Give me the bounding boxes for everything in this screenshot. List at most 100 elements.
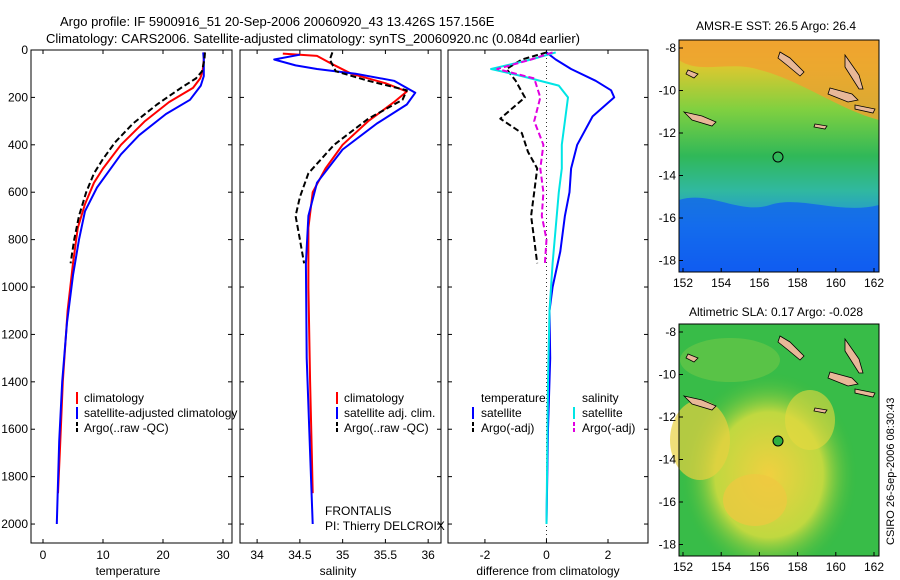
- legend-label: climatology: [84, 391, 144, 405]
- map-x-tick-label: 156: [749, 560, 769, 574]
- y-tick-label: 1000: [1, 280, 28, 294]
- y-tick-label: 2000: [1, 517, 28, 531]
- difference-series-temperature-argo-adj-: [499, 51, 547, 264]
- sst-map: [678, 39, 880, 273]
- sst-warm-blob: [679, 40, 879, 120]
- footer-credit: CSIRO 26-Sep-2006 08:30:43: [885, 398, 897, 545]
- map-y-tick-label: -14: [659, 453, 677, 467]
- x-tick-label: 35: [336, 548, 350, 562]
- map-x-tick-label: 158: [788, 276, 808, 290]
- x-tick-label: -2: [480, 548, 491, 562]
- map-x-tick-label: 160: [826, 560, 846, 574]
- legend-header-salinity: salinity: [582, 391, 619, 405]
- sla-map-frame: [678, 323, 880, 557]
- sst-island-west: [682, 111, 717, 127]
- map-y-tick-label: -12: [659, 410, 677, 424]
- sla-island-guadalcanal: [827, 371, 859, 387]
- salinity-series-satellite-adj-clim-: [273, 53, 417, 525]
- legend-label: satellite adj. clim.: [344, 406, 435, 420]
- difference-xlabel: difference from climatology: [476, 564, 619, 578]
- x-tick-label: 34.5: [288, 548, 312, 562]
- sst-cool-patch: [679, 197, 879, 272]
- x-tick-label: 35.5: [374, 548, 398, 562]
- temperature-xlabel: temperature: [96, 564, 161, 578]
- map-x-tick-label: 162: [864, 560, 884, 574]
- map-y-tick-label: -16: [659, 211, 677, 225]
- map-x-tick-label: 160: [826, 276, 846, 290]
- sst-island-new-georgia: [777, 51, 805, 77]
- map-x-tick-label: 156: [749, 276, 769, 290]
- y-tick-label: 1800: [1, 470, 28, 484]
- x-tick-label: 20: [156, 548, 170, 562]
- x-tick-label: 34: [250, 548, 264, 562]
- argo-position-marker: [772, 435, 784, 447]
- y-tick-label: 1400: [1, 375, 28, 389]
- sst-island-malaita: [844, 53, 864, 90]
- sla-island-makira: [854, 388, 876, 398]
- sla-anomaly-patch-2: [723, 474, 787, 526]
- sla-map: [670, 323, 880, 557]
- legend-label: Argo(..raw -QC): [344, 421, 429, 435]
- x-tick-label: 30: [216, 548, 230, 562]
- sst-island-makira: [854, 104, 876, 114]
- map-x-tick-label: 162: [864, 276, 884, 290]
- sla-island-north: [685, 353, 699, 363]
- legend-label: satellite-adjusted climatology: [84, 406, 237, 420]
- map-x-tick-label: 152: [673, 560, 693, 574]
- difference-series-temperature-satellite: [545, 51, 616, 525]
- difference-series-salinity-satellite: [490, 51, 569, 525]
- temperature-legend: climatology satellite-adjusted climatolo…: [76, 391, 237, 435]
- sst-map-frame: [678, 39, 880, 273]
- map-y-tick-label: -18: [659, 254, 677, 268]
- pi-name: PI: Thierry DELCROIX: [325, 519, 445, 533]
- salinity-panel: [239, 49, 442, 544]
- map-y-tick-label: -8: [665, 325, 676, 339]
- temperature-series-satellite-adjusted-climatology: [55, 52, 205, 525]
- x-tick-label: 2: [605, 548, 612, 562]
- y-tick-label: 1200: [1, 327, 28, 341]
- temperature-panel: [30, 49, 233, 544]
- sst-island-rennell: [813, 123, 828, 130]
- salinity-legend: climatology satellite adj. clim. Argo(..…: [336, 391, 435, 435]
- sla-anomaly-patch-4: [680, 338, 780, 382]
- y-tick-label: 800: [8, 233, 28, 247]
- temperature-series-argo-raw-qc-: [69, 52, 206, 264]
- salinity-series-argo-raw-qc-: [294, 52, 408, 264]
- map-y-tick-label: -18: [659, 538, 677, 552]
- y-tick-label: 600: [8, 185, 28, 199]
- map-y-tick-label: -10: [659, 368, 677, 382]
- sst-island-guadalcanal: [827, 87, 859, 103]
- legend-label: satellite: [481, 406, 522, 420]
- x-tick-label: 10: [96, 548, 110, 562]
- sla-island-new-georgia: [777, 335, 805, 361]
- salinity-xlabel: salinity: [320, 564, 357, 578]
- map-y-tick-label: -14: [659, 169, 677, 183]
- sla-map-title: Altimetric SLA: 0.17 Argo: -0.028: [689, 305, 863, 319]
- difference-legend: temperature salinity satellite Argo(-adj…: [472, 391, 635, 435]
- sla-anomaly-patch-3: [785, 390, 835, 450]
- x-tick-label: 0: [543, 548, 550, 562]
- map-x-tick-label: 154: [711, 560, 731, 574]
- y-tick-label: 400: [8, 138, 28, 152]
- legend-header-temperature: temperature: [481, 391, 546, 405]
- legend-label: Argo(-adj): [481, 421, 534, 435]
- sst-island-north: [685, 69, 699, 79]
- difference-panel: [447, 49, 649, 544]
- legend-label: satellite: [582, 406, 623, 420]
- map-y-tick-label: -10: [659, 84, 677, 98]
- map-y-tick-label: -16: [659, 495, 677, 509]
- x-tick-label: 0: [40, 548, 47, 562]
- legend-label: Argo(-adj): [582, 421, 635, 435]
- header-line1: Argo profile: IF 5900916_51 20-Sep-2006 …: [60, 14, 495, 29]
- float-name: FRONTALIS: [325, 504, 391, 518]
- legend-label: climatology: [344, 391, 404, 405]
- legend-label: Argo(..raw -QC): [84, 421, 169, 435]
- sst-map-title: AMSR-E SST: 26.5 Argo: 26.4: [696, 19, 856, 33]
- sla-island-malaita: [844, 337, 864, 374]
- sla-island-rennell: [813, 407, 828, 414]
- map-x-tick-label: 158: [788, 560, 808, 574]
- header-line2: Climatology: CARS2006. Satellite-adjuste…: [46, 31, 580, 46]
- x-tick-label: 36: [421, 548, 435, 562]
- y-tick-label: 0: [21, 43, 28, 57]
